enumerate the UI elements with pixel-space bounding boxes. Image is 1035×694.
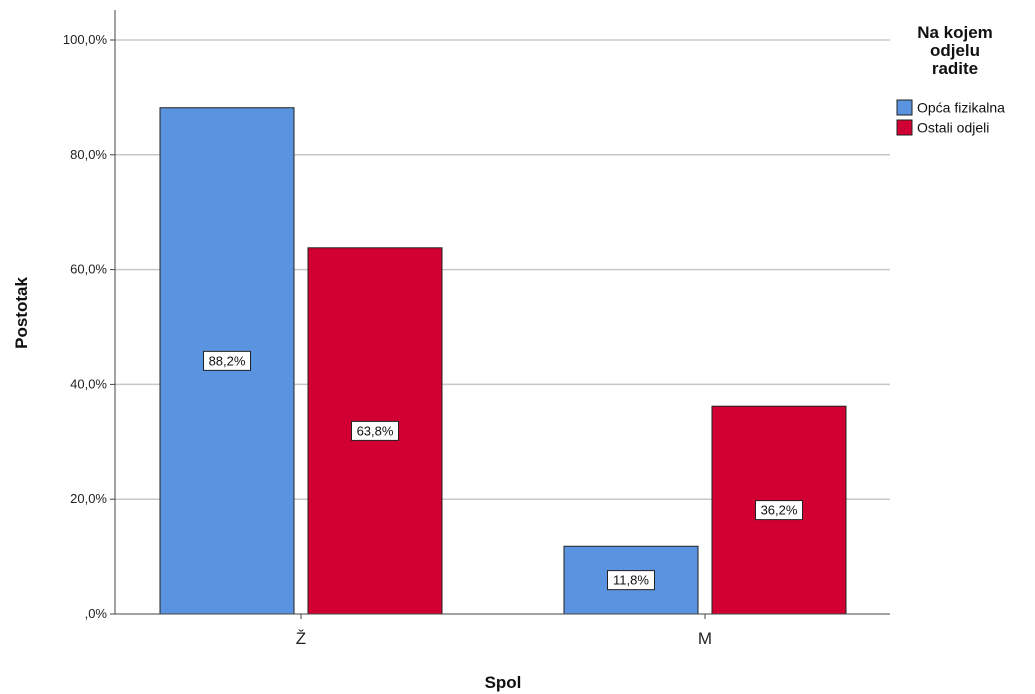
y-tick-label: 40,0% [70,376,107,391]
x-tick-label: M [698,629,712,648]
y-axis-title: Postotak [12,277,31,349]
legend-swatch [896,99,913,116]
legend-label: Opća fizikalna [917,100,1005,116]
legend-title-line: radite [932,59,978,78]
y-tick-label: 20,0% [70,491,107,506]
bars: 88,2% 63,8% 11,8% 36,2% [159,107,847,615]
y-tick-label: 60,0% [70,262,107,277]
data-label: 88,2% [209,353,246,368]
data-label-box [351,420,399,441]
legend-title-line: odjelu [930,41,980,60]
data-label: 36,2% [761,503,798,518]
legend-label: Ostali odjeli [917,120,989,136]
y-tick-label: 80,0% [70,147,107,162]
data-label: 11,8% [613,573,649,588]
x-tick-label: Ž [296,629,306,648]
data-label: 63,8% [357,423,394,438]
data-label-box [203,350,251,371]
y-axis-ticks: ,0% 20,0% 40,0% 60,0% 80,0% 100,0% [63,32,115,621]
data-label-box [755,500,803,521]
y-tick-label: 100,0% [63,32,108,47]
x-axis-title: Spol [485,673,522,692]
y-tick-label: ,0% [85,606,108,621]
legend-title-line: Na kojem [917,23,993,42]
data-label-box [607,570,655,591]
legend-swatch [896,119,913,136]
